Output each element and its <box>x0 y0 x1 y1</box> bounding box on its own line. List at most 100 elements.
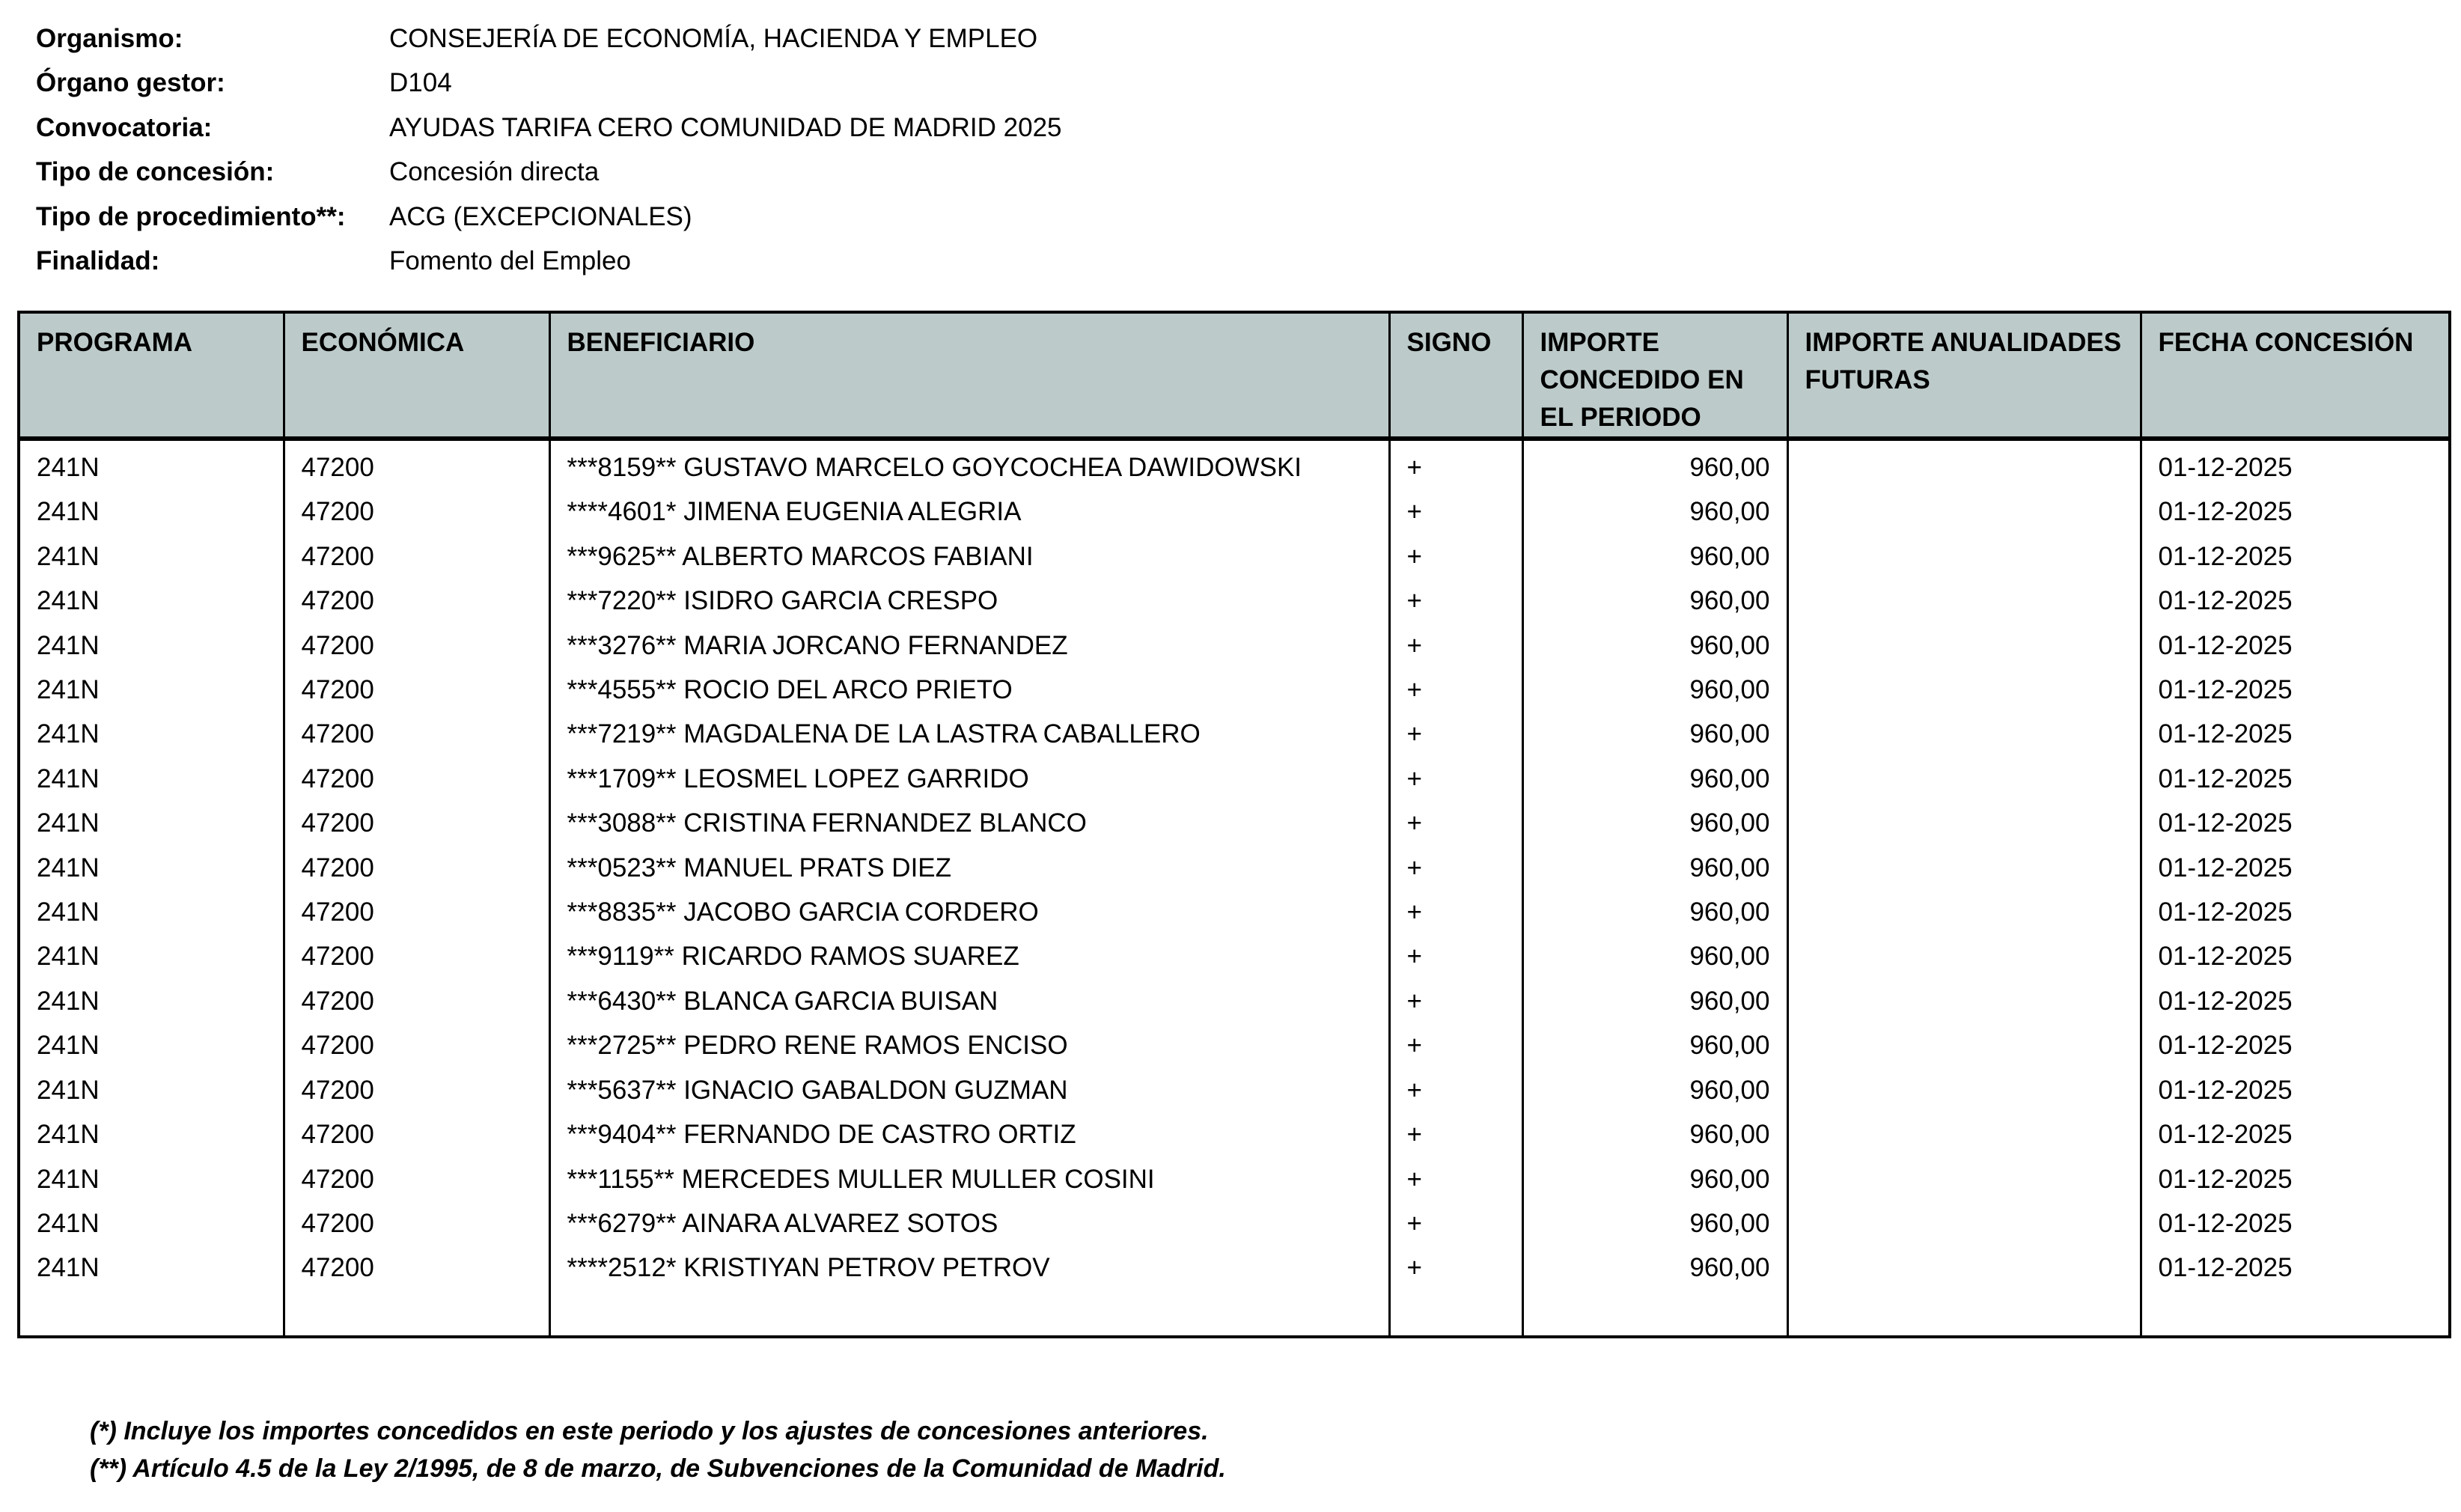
table-cell: 241N <box>17 1201 284 1246</box>
grants-table: PROGRAMA ECONÓMICA BENEFICIARIO SIGNO IMPORT… <box>17 311 2451 1338</box>
table-cell: 241N <box>17 439 284 490</box>
table-cell: ***4555** ROCIO DEL ARCO PRIETO <box>548 668 1389 713</box>
table-cell: 241N <box>17 756 284 802</box>
table-cell: + <box>1388 1023 1522 1068</box>
field-value: Concesión directa <box>389 157 600 187</box>
table-cell: 01-12-2025 <box>2139 490 2450 534</box>
column-header: IMPORTE CONCEDIDO EN EL PERIODO <box>1521 312 1787 441</box>
empty-cell <box>1388 1290 1522 1337</box>
table-row: 241N 47200 ***0523** MANUEL PRATS DIEZ +960… <box>17 845 2450 891</box>
table-cell <box>1786 1156 2141 1201</box>
field-label: Finalidad: <box>36 246 160 276</box>
table-cell: + <box>1388 934 1522 979</box>
table-cell: 47200 <box>282 623 549 668</box>
table-spacer-row <box>17 1290 2450 1337</box>
table-cell: 960,00 <box>1521 439 1787 490</box>
table-cell: 241N <box>17 934 284 979</box>
table-row: 241N 47200 ***6430** BLANCA GARCIA BUISAN +… <box>17 978 2450 1024</box>
table-cell <box>1786 934 2141 979</box>
table-row: 241N 47200 ***3276** MARIA JORCANO FERNAND… <box>17 623 2450 668</box>
table-cell: ***6279** AINARA ALVAREZ SOTOS <box>548 1201 1389 1246</box>
header-field: Organismo: CONSEJERÍA DE ECONOMÍA, HACIEN… <box>36 16 1062 61</box>
table-cell: + <box>1388 890 1522 935</box>
table-cell: 01-12-2025 <box>2139 712 2450 757</box>
table-cell: 01-12-2025 <box>2139 756 2450 802</box>
table-cell: 241N <box>17 534 284 579</box>
table-cell: + <box>1388 668 1522 713</box>
table-cell: 47200 <box>282 1067 549 1113</box>
table-cell: + <box>1388 1067 1522 1113</box>
table-cell <box>1786 439 2141 490</box>
table-cell: + <box>1388 1156 1522 1201</box>
table-cell <box>1786 978 2141 1024</box>
table-cell: 960,00 <box>1521 534 1787 579</box>
table-cell: ***2725** PEDRO RENE RAMOS ENCISO <box>548 1023 1389 1068</box>
table-cell: + <box>1388 439 1522 490</box>
table-cell <box>1786 1067 2141 1113</box>
table-cell: 47200 <box>282 712 549 757</box>
table-row: 241N 47200 ***7219** MAGDALENA DE LA LASTR… <box>17 712 2450 757</box>
column-header: BENEFICIARIO <box>548 312 1389 441</box>
header-field: Convocatoria: AYUDAS TARIFA CERO COMUNIDA… <box>36 106 1062 150</box>
table-cell: 47200 <box>282 439 549 490</box>
table-cell: ****4601* JIMENA EUGENIA ALEGRIA <box>548 490 1389 534</box>
column-header: FECHA CONCESIÓN <box>2139 312 2450 441</box>
table-row: 241N 47200 ***1155** MERCEDES MULLER MULLE… <box>17 1156 2450 1201</box>
table-cell: + <box>1388 978 1522 1024</box>
table-cell: 47200 <box>282 978 549 1024</box>
table-cell: 960,00 <box>1521 668 1787 713</box>
field-label: Órgano gestor: <box>36 68 225 98</box>
header-field: Finalidad: Fomento del Empleo <box>36 240 1062 284</box>
table-cell: 960,00 <box>1521 490 1787 534</box>
table-cell: + <box>1388 712 1522 757</box>
table-cell: ***5637** IGNACIO GABALDON GUZMAN <box>548 1067 1389 1113</box>
table-row: 241N 47200 ***5637** IGNACIO GABALDON GUZM… <box>17 1067 2450 1113</box>
table-cell: 47200 <box>282 668 549 713</box>
empty-cell <box>17 1290 284 1337</box>
table-cell <box>1786 890 2141 935</box>
table-cell: 01-12-2025 <box>2139 623 2450 668</box>
table-cell: ***7219** MAGDALENA DE LA LASTRA CABALLE… <box>548 712 1389 757</box>
table-cell: ***3276** MARIA JORCANO FERNANDEZ <box>548 623 1389 668</box>
table-cell <box>1786 668 2141 713</box>
table-cell <box>1786 623 2141 668</box>
table-cell: 960,00 <box>1521 978 1787 1024</box>
table-cell: + <box>1388 623 1522 668</box>
footnote-1: (*) Incluye los importes concedidos en e… <box>90 1417 1209 1445</box>
empty-cell <box>282 1290 549 1337</box>
table-cell: 960,00 <box>1521 1023 1787 1068</box>
table-cell: 960,00 <box>1521 890 1787 935</box>
table-cell: 241N <box>17 1067 284 1113</box>
table-cell: 01-12-2025 <box>2139 579 2450 624</box>
empty-cell <box>1786 1290 2141 1337</box>
table-cell: 960,00 <box>1521 756 1787 802</box>
table-cell: 47200 <box>282 490 549 534</box>
table-cell: + <box>1388 801 1522 846</box>
table-cell: 47200 <box>282 801 549 846</box>
table-cell <box>1786 756 2141 802</box>
table-cell: + <box>1388 756 1522 802</box>
table-cell: 47200 <box>282 934 549 979</box>
table-cell: 47200 <box>282 756 549 802</box>
table-cell <box>1786 579 2141 624</box>
table-header-row: PROGRAMA ECONÓMICA BENEFICIARIO SIGNO IMPORT… <box>17 312 2450 441</box>
field-label: Organismo: <box>36 23 183 53</box>
table-cell: 960,00 <box>1521 579 1787 624</box>
field-label: Tipo de procedimiento**: <box>36 201 346 231</box>
table-cell: ***3088** CRISTINA FERNANDEZ BLANCO <box>548 801 1389 846</box>
table-cell: + <box>1388 1246 1522 1290</box>
table-cell: ***9625** ALBERTO MARCOS FABIANI <box>548 534 1389 579</box>
table-cell: 241N <box>17 579 284 624</box>
table-row: 241N 47200 ***6279** AINARA ALVAREZ SOTOS +… <box>17 1201 2450 1246</box>
table-cell: ***9119** RICARDO RAMOS SUAREZ <box>548 934 1389 979</box>
table-row: 241N 47200 ***8159** GUSTAVO MARCELO GOYCO… <box>17 439 2450 490</box>
table-cell: + <box>1388 1201 1522 1246</box>
table-cell: 960,00 <box>1521 934 1787 979</box>
table-row: 241N 47200 ***3088** CRISTINA FERNANDEZ BL… <box>17 801 2450 846</box>
table-cell: 47200 <box>282 1201 549 1246</box>
field-value: D104 <box>389 68 452 98</box>
table-row: 241N 47200 ****4601* JIMENA EUGENIA ALEGRI… <box>17 490 2450 534</box>
field-value: Fomento del Empleo <box>389 246 631 276</box>
table-cell: ***0523** MANUEL PRATS DIEZ <box>548 845 1389 891</box>
empty-cell <box>2139 1290 2450 1337</box>
